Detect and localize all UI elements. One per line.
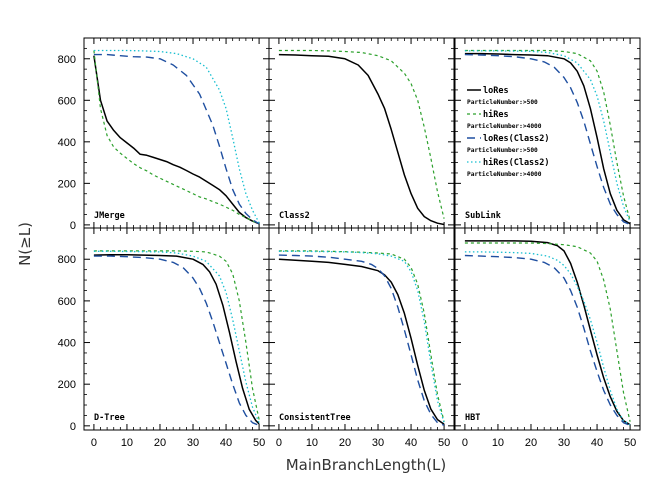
legend-label: hiRes <box>483 109 509 120</box>
series-line-hires <box>278 49 445 219</box>
x-tick-label: 10 <box>306 437 318 449</box>
x-tick-label: 50 <box>438 437 450 449</box>
series-line-hires <box>278 250 445 422</box>
panel-label: HBT <box>465 413 480 423</box>
x-tick-label: 20 <box>154 437 166 449</box>
series-group <box>93 49 260 225</box>
series-line-lores <box>278 53 445 226</box>
x-tick-label: 40 <box>405 437 417 449</box>
series-line-hiresclass2 <box>464 251 631 426</box>
series-group <box>278 250 445 426</box>
series-line-lores <box>278 258 445 425</box>
legend-label: hiRes(Class2) <box>483 157 550 168</box>
panel-frame <box>83 227 270 431</box>
panel-label: Class2 <box>279 211 310 221</box>
series-group <box>93 250 260 427</box>
y-tick-label: 800 <box>58 54 76 66</box>
legend-sublabel: ParticleNumber:>500 <box>467 146 538 154</box>
series-line-hiresclass2 <box>93 49 260 224</box>
panel-hbt: 0 10 20 30 40 50 HBT <box>454 227 641 449</box>
panel-d-tree: 0 10 20 30 40 50 0 200 400 600 800 D-Tree <box>58 227 270 449</box>
series-line-lores <box>93 55 260 225</box>
series-line-lores <box>464 240 631 426</box>
y-tick-label: 400 <box>58 338 76 350</box>
series-line-hiresclass2 <box>464 50 631 223</box>
panel-sublink: SubLink loRes ParticleNumber:>500 hiRes Part… <box>454 37 641 229</box>
y-tick-label: 600 <box>58 296 76 308</box>
panel-frame <box>83 37 270 229</box>
series-line-loresclass2 <box>464 53 631 226</box>
panel-label: D-Tree <box>94 413 125 423</box>
y-tick-label: 0 <box>70 421 76 433</box>
x-tick-label: 0 <box>91 437 97 449</box>
legend-label: loRes <box>483 86 509 96</box>
x-tick-label: 10 <box>492 437 504 449</box>
series-line-hires <box>464 242 631 422</box>
series-group <box>464 49 631 226</box>
y-tick-label: 400 <box>58 137 76 149</box>
panel-label: JMerge <box>94 211 125 221</box>
series-line-loresclass2 <box>278 254 445 426</box>
y-tick-label: 0 <box>70 220 76 232</box>
series-line-hires <box>93 250 260 420</box>
series-line-lores <box>464 52 631 225</box>
y-tick-label: 200 <box>58 379 76 391</box>
legend-sublabel: ParticleNumber:>4000 <box>467 122 542 130</box>
legend-label: loRes(Class2) <box>483 134 550 144</box>
series-group <box>464 240 631 427</box>
legend-sublabel: ParticleNumber:>4000 <box>467 170 542 178</box>
panel-jmerge: 0 200 400 600 800 JMerge <box>58 37 270 232</box>
legend-sublabel: ParticleNumber:>500 <box>467 98 538 106</box>
x-tick-label: 40 <box>220 437 232 449</box>
panel-class2: Class2 <box>268 37 455 229</box>
series-line-loresclass2 <box>93 255 260 427</box>
series-line-loresclass2 <box>464 254 631 427</box>
series-group <box>278 49 445 226</box>
x-tick-label: 50 <box>253 437 265 449</box>
x-tick-label: 0 <box>276 437 282 449</box>
panel-frame <box>268 227 455 431</box>
panel-label: ConsistentTree <box>279 412 351 423</box>
panel-frame <box>454 227 641 431</box>
x-tick-label: 10 <box>121 437 133 449</box>
x-axis-label: MainBranchLength(L) <box>286 456 447 474</box>
x-tick-label: 50 <box>624 437 636 449</box>
panel-label: SubLink <box>465 210 501 221</box>
x-tick-label: 0 <box>462 437 468 449</box>
panel-frame <box>268 37 455 229</box>
y-tick-label: 800 <box>58 254 76 266</box>
series-line-hiresclass2 <box>93 250 260 423</box>
series-line-hires <box>93 50 260 225</box>
x-tick-label: 40 <box>591 437 603 449</box>
x-tick-label: 30 <box>372 437 384 449</box>
series-line-loresclass2 <box>93 53 260 225</box>
x-tick-label: 30 <box>558 437 570 449</box>
x-tick-label: 30 <box>187 437 199 449</box>
y-tick-label: 200 <box>58 178 76 190</box>
panel-consistenttree: 0 10 20 30 40 50 ConsistentTree <box>268 227 455 449</box>
x-tick-label: 20 <box>339 437 351 449</box>
series-line-hiresclass2 <box>278 250 445 423</box>
y-axis-label: N(≥L) <box>16 222 34 266</box>
x-tick-label: 20 <box>525 437 537 449</box>
y-tick-label: 600 <box>58 95 76 107</box>
legend: loRes ParticleNumber:>500 hiRes ParticleNum… <box>467 86 550 178</box>
series-line-hires <box>464 49 631 221</box>
series-line-lores <box>93 253 260 425</box>
